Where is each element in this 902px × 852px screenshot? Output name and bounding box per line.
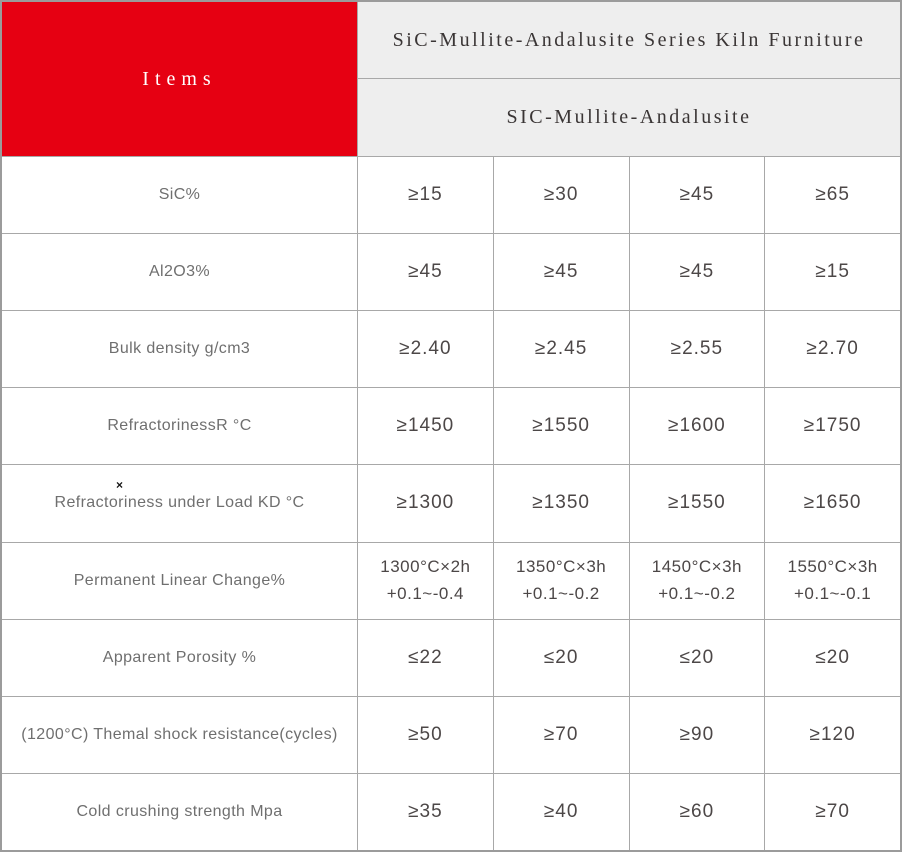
series-title-cell: SiC-Mullite-Andalusite Series Kiln Furni… xyxy=(358,2,900,78)
value-cell: ≥1300 xyxy=(358,465,493,542)
row-label-apparent-porosity: Apparent Porosity % xyxy=(2,619,357,696)
value-cell: ≥45 xyxy=(629,234,765,311)
value-cell: ≥40 xyxy=(493,773,629,850)
value-cell: ≥1600 xyxy=(629,388,765,465)
value-cell: ≥1650 xyxy=(765,465,900,542)
value-cell: ≥2.70 xyxy=(765,311,900,388)
value-cell: 1300°C×2h +0.1~-0.4 xyxy=(358,542,493,619)
value-cell: ≥1550 xyxy=(629,465,765,542)
value-cell: ≥50 xyxy=(358,696,493,773)
row-label-permanent-linear-change: Permanent Linear Change% xyxy=(2,542,357,619)
value-cell: ≤20 xyxy=(493,619,629,696)
value-cell: ≥35 xyxy=(358,773,493,850)
value-cell: ≤22 xyxy=(358,619,493,696)
value-cell: ≥2.40 xyxy=(358,311,493,388)
value-cell: ≥30 xyxy=(493,157,629,234)
row-label-al2o3: Al2O3% xyxy=(2,234,357,311)
value-cell: 1550°C×3h +0.1~-0.1 xyxy=(765,542,900,619)
series-subtitle-label: SIC-Mullite-Andalusite xyxy=(506,106,752,128)
row-label-sic: SiC% xyxy=(2,157,357,234)
value-cell: 1450°C×3h +0.1~-0.2 xyxy=(629,542,765,619)
row-label-refractoriness: RefractorinessR °C xyxy=(2,388,357,465)
series-subtitle-cell: SIC-Mullite-Andalusite xyxy=(358,79,900,156)
value-cell: ≤20 xyxy=(765,619,900,696)
items-header-label: Items xyxy=(142,67,217,90)
value-cell: ≥70 xyxy=(493,696,629,773)
value-cell: ≥120 xyxy=(765,696,900,773)
value-cell: ≥1550 xyxy=(493,388,629,465)
value-cell: ≥1350 xyxy=(493,465,629,542)
row-label-refractoriness-under-load: × Refractoriness under Load KD °C xyxy=(2,465,357,542)
items-header-cell: Items xyxy=(2,2,357,156)
value-cell: ≥65 xyxy=(765,157,900,234)
series-title-label: SiC-Mullite-Andalusite Series Kiln Furni… xyxy=(392,28,866,51)
value-cell: ≥70 xyxy=(765,773,900,850)
value-cell: ≥2.45 xyxy=(493,311,629,388)
value-cell: ≥1450 xyxy=(358,388,493,465)
value-cell: ≥15 xyxy=(765,234,900,311)
row-label-thermal-shock: (1200°C) Themal shock resistance(cycles) xyxy=(2,696,357,773)
value-cell: ≥2.55 xyxy=(629,311,765,388)
value-cell: ≥90 xyxy=(629,696,765,773)
value-cell: ≥45 xyxy=(358,234,493,311)
value-cell: ≥45 xyxy=(629,157,765,234)
value-cell: ≥1750 xyxy=(765,388,900,465)
value-cell: 1350°C×3h +0.1~-0.2 xyxy=(493,542,629,619)
value-cell: ≥60 xyxy=(629,773,765,850)
row-label-cold-crushing-strength: Cold crushing strength Mpa xyxy=(2,773,357,850)
x-marker: × xyxy=(116,478,124,493)
value-cell: ≥15 xyxy=(358,157,493,234)
value-cell: ≥45 xyxy=(493,234,629,311)
value-cell: ≤20 xyxy=(629,619,765,696)
row-label-bulk-density: Bulk density g/cm3 xyxy=(2,311,357,388)
